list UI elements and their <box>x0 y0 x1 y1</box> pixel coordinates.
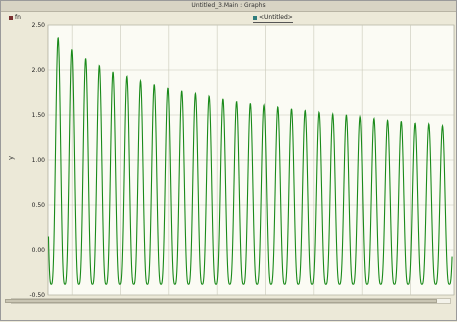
y-tick-label: 2.50 <box>32 22 46 29</box>
legend-swatch-fn <box>9 15 13 20</box>
window-title[interactable]: Untitled_3.Main : Graphs <box>1 1 456 12</box>
series-line-fn <box>47 37 453 285</box>
legend-item-untitled[interactable]: <Untitled> <box>253 13 293 23</box>
y-axis-label: y <box>7 156 15 160</box>
y-tick-label: 0.50 <box>32 202 46 209</box>
legend-label-untitled: <Untitled> <box>259 14 293 21</box>
legend-label-fn: fn <box>15 14 21 21</box>
legend-item-fn[interactable]: fn <box>9 13 21 22</box>
legend-swatch-untitled <box>253 15 257 20</box>
horizontal-scrollbar-thumb[interactable] <box>5 299 437 303</box>
y-tick-label: 2.00 <box>32 67 46 74</box>
y-tick-label: 1.00 <box>32 157 46 164</box>
y-tick-label: 1.50 <box>32 112 46 119</box>
y-tick-label: 0.00 <box>32 247 46 254</box>
legend-bar: fn <Untitled> <box>1 12 456 23</box>
y-tick-label: -0.50 <box>29 292 45 299</box>
